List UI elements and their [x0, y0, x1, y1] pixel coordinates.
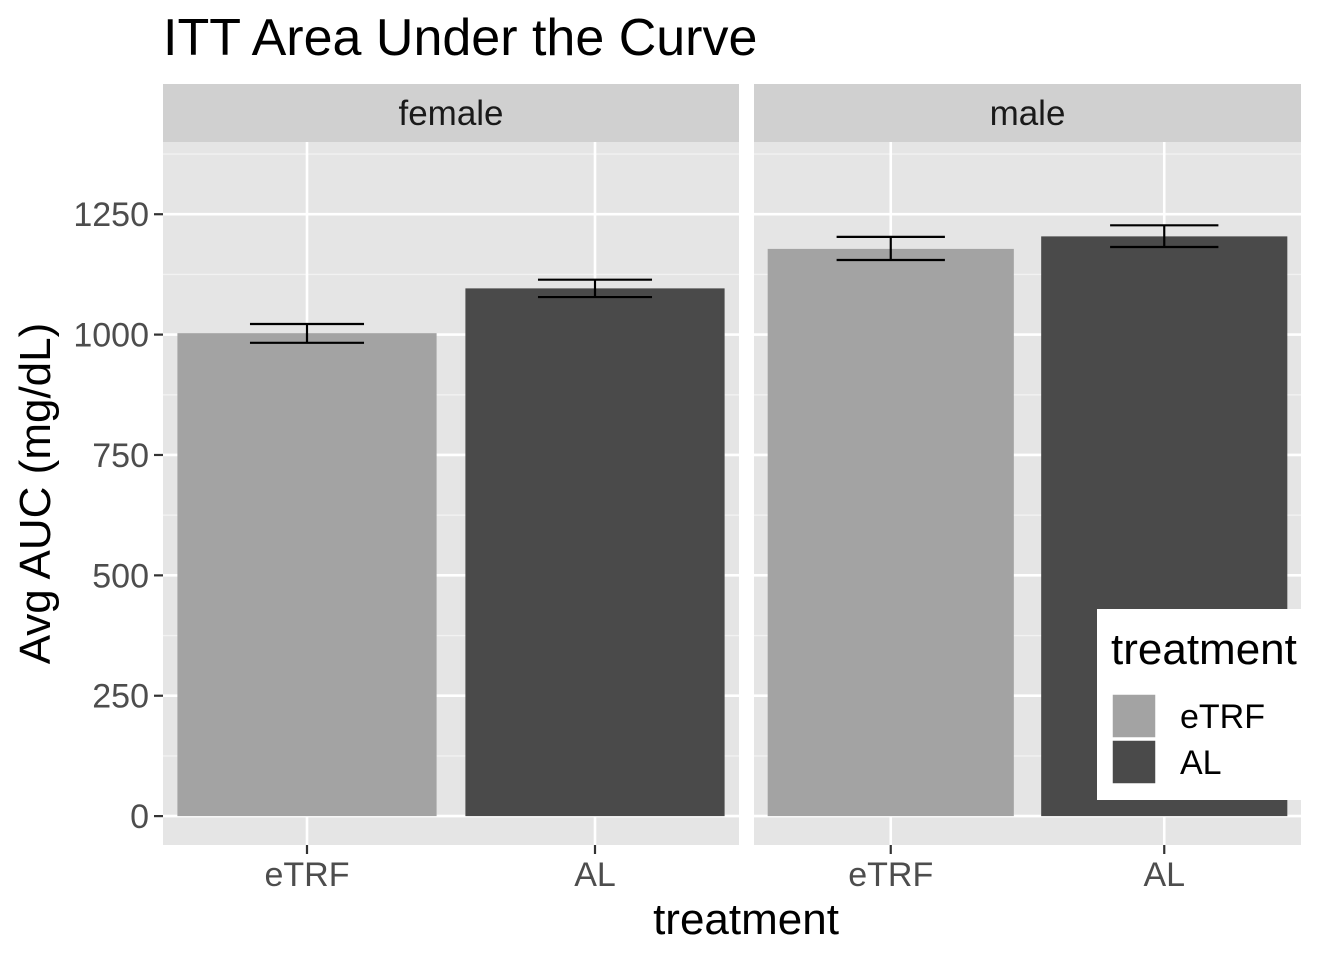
facet-strip [754, 84, 1301, 142]
error-bar-male-AL [1110, 224, 1219, 249]
error-bar-female-eTRF [249, 322, 365, 344]
y-tick-label: 500 [92, 557, 149, 595]
bar-female-AL [465, 288, 725, 817]
y-tick-label: 1000 [73, 317, 149, 355]
y-tick-label: 250 [92, 678, 149, 716]
y-tick-label: 1250 [73, 196, 149, 234]
legend-key-AL [1111, 739, 1157, 785]
facet-panels: female eTRF AL male eTRF AL [163, 84, 1301, 894]
legend-key-eTRF [1111, 693, 1157, 739]
bar-male-eTRF [767, 248, 1014, 817]
facet-panel-female: female eTRF AL [163, 84, 739, 894]
x-axis-title: treatment [653, 895, 839, 944]
facet-strip-label: female [398, 94, 503, 133]
y-axis: 0 250 500 750 1000 1250 [73, 196, 163, 836]
bar-female-eTRF [177, 333, 437, 817]
x-tick-label: eTRF [265, 856, 350, 894]
x-tick-label: eTRF [848, 856, 933, 894]
legend-label-eTRF: eTRF [1180, 698, 1265, 736]
y-tick-label: 750 [92, 437, 149, 475]
error-bar-male-eTRF [836, 235, 945, 262]
x-tick-label: AL [574, 856, 616, 894]
legend-label-AL: AL [1180, 744, 1222, 782]
facet-strip [163, 84, 739, 142]
legend-keys: eTRF AL [1111, 693, 1265, 785]
facet-strip-label: male [990, 94, 1066, 133]
chart-title: ITT Area Under the Curve [163, 9, 757, 67]
y-tick-label: 0 [130, 798, 149, 836]
legend: treatment eTRF AL [1097, 609, 1344, 800]
error-bar-female-AL [537, 278, 653, 299]
x-tick-label: AL [1143, 856, 1185, 894]
legend-title: treatment [1111, 625, 1297, 674]
y-axis-title: Avg AUC (mg/dL) [11, 323, 60, 665]
